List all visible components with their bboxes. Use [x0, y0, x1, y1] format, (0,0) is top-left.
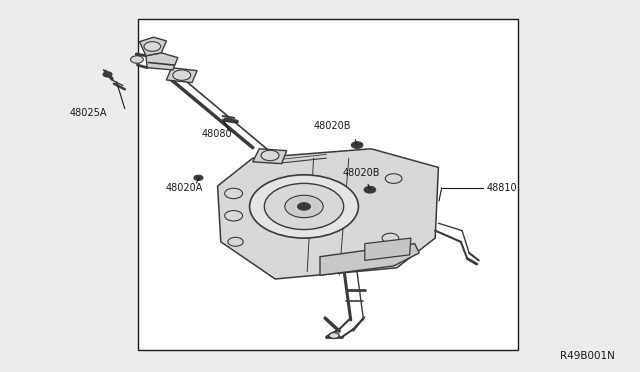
Polygon shape: [218, 149, 438, 279]
Circle shape: [329, 333, 339, 339]
Circle shape: [364, 186, 376, 193]
Circle shape: [144, 42, 161, 51]
Polygon shape: [140, 37, 166, 56]
Polygon shape: [166, 68, 197, 83]
Circle shape: [351, 142, 363, 148]
Circle shape: [250, 175, 358, 238]
Circle shape: [285, 195, 323, 218]
Polygon shape: [146, 53, 178, 70]
Circle shape: [261, 150, 279, 161]
Circle shape: [225, 188, 243, 199]
Circle shape: [228, 237, 243, 246]
Circle shape: [173, 70, 191, 80]
Circle shape: [131, 56, 143, 63]
Polygon shape: [365, 238, 411, 260]
Text: 48080: 48080: [202, 129, 232, 139]
Bar: [138, 19, 518, 350]
Text: 48020B: 48020B: [342, 168, 380, 178]
Circle shape: [382, 233, 399, 243]
Circle shape: [103, 72, 112, 77]
Polygon shape: [320, 244, 419, 275]
Text: R49B001N: R49B001N: [559, 351, 614, 361]
Text: 48810: 48810: [486, 183, 517, 193]
Text: 48020B: 48020B: [314, 122, 351, 131]
Polygon shape: [253, 149, 287, 164]
Text: 48020A: 48020A: [165, 183, 202, 193]
Circle shape: [385, 174, 402, 183]
Circle shape: [298, 203, 310, 210]
Circle shape: [264, 183, 344, 230]
Text: 48025A: 48025A: [69, 109, 107, 118]
Circle shape: [194, 175, 203, 180]
Circle shape: [225, 211, 243, 221]
